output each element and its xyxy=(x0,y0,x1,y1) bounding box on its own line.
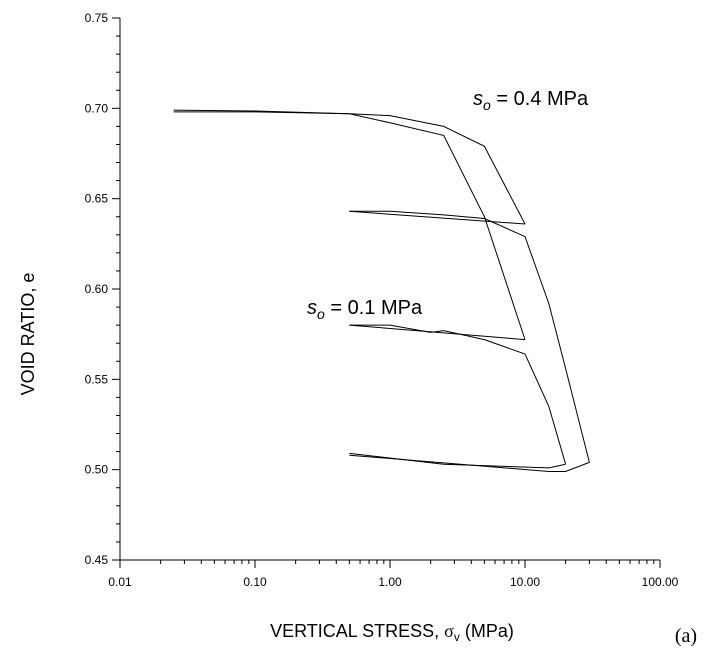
annotation-s0-04-text: = 0.4 MPa xyxy=(491,88,589,110)
x-axis-title-symbol: σ xyxy=(444,621,454,641)
x-axis-title: VERTICAL STRESS, σv (MPa) xyxy=(270,621,514,644)
x-axis-title-subscript: v xyxy=(454,630,460,644)
y-tick-label: 0.45 xyxy=(85,553,109,567)
y-tick-label: 0.75 xyxy=(85,11,109,25)
annotation-s0-01-sub: o xyxy=(317,306,325,322)
x-tick-label: 100.00 xyxy=(642,575,679,589)
y-tick-label: 0.50 xyxy=(85,463,109,477)
x-tick-label: 0.10 xyxy=(243,575,267,589)
series-line-2 xyxy=(349,210,526,225)
annotation-s0-01-var: s xyxy=(307,297,317,319)
annotation-s0-01: so = 0.1 MPa xyxy=(307,297,423,322)
annotation-s0-04: so = 0.4 MPa xyxy=(473,88,589,113)
x-tick-label: 0.01 xyxy=(108,575,132,589)
series-line-5 xyxy=(349,210,590,463)
x-tick-label: 1.00 xyxy=(378,575,402,589)
x-axis-title-main: VERTICAL STRESS, xyxy=(270,621,444,641)
series-line-7 xyxy=(349,324,567,465)
annotation-s0-04-var: s xyxy=(473,88,483,110)
series-line-8 xyxy=(349,452,566,469)
annotation-s0-04-sub: o xyxy=(483,97,491,113)
panel-label: (a) xyxy=(675,625,697,647)
x-axis-title-unit: (MPa) xyxy=(460,621,514,641)
axes: 0.45 0.50 0.55 0.60 0.65 0.70 0.75 0.01 0.10 1.00… xyxy=(85,11,679,589)
series-line-4 xyxy=(349,324,526,341)
y-tick-label: 0.70 xyxy=(85,101,109,115)
x-tick-label: 10.00 xyxy=(510,575,540,589)
plot-lines xyxy=(173,109,590,472)
y-tick-label: 0.65 xyxy=(85,192,109,206)
series-line-6 xyxy=(349,454,590,472)
y-tick-label: 0.55 xyxy=(85,372,109,386)
series-line-1 xyxy=(173,109,526,225)
y-axis-title: VOID RATIO, e xyxy=(18,273,38,396)
y-tick-label: 0.60 xyxy=(85,282,109,296)
annotation-s0-01-text: = 0.1 MPa xyxy=(325,297,423,319)
series-line-3 xyxy=(173,111,526,340)
